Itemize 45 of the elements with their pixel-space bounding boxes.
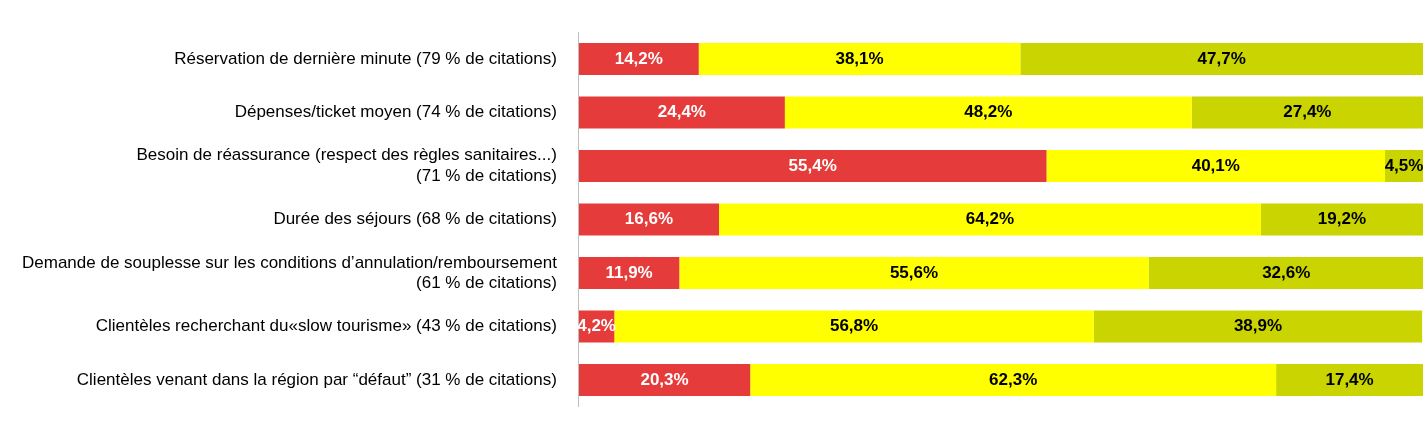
data-label: 48,2% bbox=[964, 102, 1013, 122]
bar bbox=[1046, 149, 1386, 183]
data-label: 62,3% bbox=[989, 369, 1038, 389]
data-label: 47,7% bbox=[1197, 48, 1246, 68]
data-label: 14,2% bbox=[614, 48, 663, 68]
y-tick-label: Demande de souplesse sur les conditions d’annulation/remboursement (61 % de citations) bbox=[21, 252, 558, 292]
bar bbox=[1191, 96, 1423, 129]
bar bbox=[1148, 256, 1423, 290]
data-label: 38,1% bbox=[835, 48, 884, 68]
y-tick-label: Clientèles recherchant du«slow tourisme» (43 % de citations) bbox=[95, 316, 557, 336]
data-label: 55,4% bbox=[788, 155, 837, 175]
data-label: 27,4% bbox=[1283, 102, 1332, 122]
data-label: 56,8% bbox=[829, 316, 879, 336]
y-tick-label: Durée des séjours (68 % de citations) bbox=[273, 209, 557, 229]
data-label: 24,4% bbox=[657, 102, 706, 122]
data-label: 19,2% bbox=[1317, 209, 1367, 229]
data-label: 32,6% bbox=[1262, 262, 1311, 282]
data-label: 40,1% bbox=[1191, 155, 1240, 175]
data-label: 4,5% bbox=[1384, 155, 1423, 175]
bar bbox=[578, 149, 1047, 183]
bar bbox=[1020, 42, 1423, 76]
bar bbox=[614, 310, 1094, 343]
bar bbox=[719, 203, 1261, 236]
data-label: 55,6% bbox=[889, 262, 939, 282]
bar bbox=[698, 42, 1021, 76]
data-label: 38,9% bbox=[1233, 316, 1283, 336]
y-tick-label: Dépenses/ticket moyen (74 % de citations) bbox=[234, 102, 557, 122]
y-tick-label: Besoin de réassurance (respect des règles sanitaires...) (71 % de citations) bbox=[136, 145, 557, 185]
y-tick-label: Clientèles venant dans la région par “défaut” (31 % de citations) bbox=[76, 369, 557, 389]
bar bbox=[784, 96, 1192, 129]
data-label: 11,9% bbox=[605, 262, 653, 282]
y-tick-label: Réservation de dernière minute (79 % de citations) bbox=[174, 48, 557, 68]
bar bbox=[578, 96, 785, 129]
bar bbox=[750, 363, 1277, 397]
bar bbox=[1276, 363, 1423, 397]
data-label: 16,6% bbox=[624, 209, 674, 229]
bar bbox=[578, 42, 699, 76]
bar bbox=[679, 256, 1149, 290]
bar bbox=[1260, 203, 1423, 236]
data-label: 64,2% bbox=[965, 209, 1015, 229]
bar bbox=[1093, 310, 1423, 343]
bar bbox=[578, 203, 719, 236]
bar bbox=[578, 363, 751, 397]
data-label: 20,3% bbox=[640, 369, 689, 389]
data-label: 17,4% bbox=[1325, 369, 1374, 389]
